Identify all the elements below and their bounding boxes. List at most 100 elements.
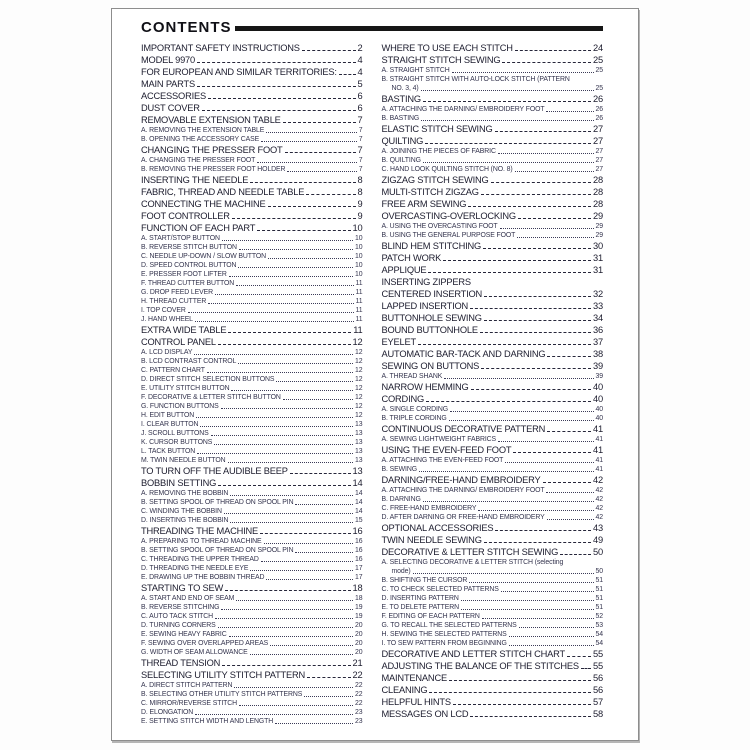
toc-entry-label: B. QUILTING [381, 157, 421, 164]
toc-leader [230, 210, 358, 222]
toc-page-number: 13 [355, 448, 363, 455]
toc-entry: SEWING ON BUTTONS 39 [382, 360, 604, 372]
toc-entry: F. THREAD CUTTER BUTTON 11 [141, 279, 363, 288]
toc-page-number: 25 [593, 55, 603, 65]
toc-entry: MODEL 9970 4 [141, 54, 363, 66]
toc-column-left: IMPORTANT SAFETY INSTRUCTIONS 2 MODEL 9970… [141, 42, 363, 726]
toc-leader [450, 66, 596, 75]
toc-leader [513, 42, 593, 54]
toc-leader [421, 93, 593, 105]
toc-entry: F. SEWING OVER OVERLAPPED AREAS 20 [141, 639, 363, 648]
toc-entry: C. TO CHECK SELECTED PATTERNS 51 [382, 585, 604, 594]
toc-page-number: 50 [593, 547, 603, 557]
toc-leader [223, 582, 352, 594]
toc-leader [229, 384, 355, 393]
toc-entry-label: B. SEWING [381, 466, 418, 473]
toc-entry-label: A. PREPARING TO THREAD MACHINE [141, 538, 262, 545]
toc-entry-label: J. SCROLL BUTTONS [141, 430, 209, 437]
toc-entry-label: APPLIQUE [381, 265, 427, 275]
toc-leader [579, 660, 593, 672]
toc-leader [228, 489, 355, 498]
toc-entry: C. NEEDLE UP-DOWN / SLOW BUTTON 10 [141, 252, 363, 261]
toc-entry-label: E. DRAWING UP THE BOBBIN THREAD [141, 574, 265, 581]
toc-leader [198, 420, 355, 429]
toc-page-number: 41 [595, 466, 604, 473]
toc-leader [507, 630, 596, 639]
toc-entry-label: TO TURN OFF THE AUDIBLE BEEP [141, 466, 288, 476]
toc-entry: A. LCD DISPLAY 12 [141, 348, 363, 357]
toc-page-number: 13 [355, 439, 363, 446]
toc-entry: D. INSERTING PATTERN 51 [382, 594, 604, 603]
toc-entry: E. PRESSER FOOT LIFTER 10 [141, 270, 363, 279]
toc-leader [426, 264, 593, 276]
toc-page-number: 12 [355, 403, 363, 410]
toc-entry-label: B. BASTING [381, 115, 420, 122]
toc-entry: E. SETTING STITCH WIDTH AND LENGTH 23 [141, 717, 363, 726]
toc-entry-label: B. SETTING SPOOL OF THREAD ON SPOOL PIN [141, 499, 294, 506]
toc-leader [274, 375, 355, 384]
toc-entry: ELASTIC STITCH SEWING 27 [382, 123, 604, 135]
toc-page-number: 39 [595, 373, 604, 380]
toc-entry: A. ATTACHING THE DARNING/ EMBROIDERY FOO… [382, 105, 604, 114]
toc-entry-label: B. DARNING [381, 496, 421, 503]
toc-leader [236, 357, 355, 366]
toc-entry: REMOVABLE EXTENSION TABLE 7 [141, 114, 363, 126]
toc-entry: CONNECTING THE MACHINE 9 [141, 198, 363, 210]
toc-entry-label: CLEANING [381, 685, 428, 695]
toc-page-number: 7 [358, 157, 363, 164]
toc-leader [220, 234, 355, 243]
toc-page-number: 13 [355, 421, 363, 428]
toc-leader [305, 669, 352, 681]
toc-entry-label: E. SETTING STITCH WIDTH AND LENGTH [141, 718, 274, 725]
toc-entry-label: STRAIGHT STITCH SEWING [381, 55, 501, 65]
toc-page-number: 51 [595, 604, 604, 611]
toc-page-number: 42 [595, 496, 604, 503]
toc-entry-label: THREADING THE MACHINE [141, 526, 259, 536]
toc-entry-label: A. THREAD SHANK [381, 373, 443, 380]
toc-entry-label: DUST COVER [141, 103, 200, 113]
toc-entry: PATCH WORK 31 [382, 252, 604, 264]
toc-entry: A. ATTACHING THE DARNING/ EMBROIDERY FOO… [382, 486, 604, 495]
toc-leader [255, 156, 359, 165]
toc-entry: IMPORTANT SAFETY INSTRUCTIONS 2 [141, 42, 363, 54]
toc-page-number: 58 [593, 709, 603, 719]
toc-leader [266, 252, 355, 261]
toc-entry-label: OPTIONAL ACCESSORIES [381, 523, 494, 533]
toc-leader [273, 717, 355, 726]
toc-leader [195, 447, 355, 456]
toc-entry-label: CHANGING THE PRESSER FOOT [141, 145, 283, 155]
toc-entry: B. OPENING THE ACCESSORY CASE 7 [141, 135, 363, 144]
toc-entry-label: FOOT CONTROLLER [141, 211, 230, 221]
toc-entry: K. CURSOR BUTTONS 13 [141, 438, 363, 447]
toc-entry-label: G. DROP FEED LEVER [141, 289, 213, 296]
toc-page-number: 15 [355, 517, 363, 524]
toc-page-number: 30 [593, 241, 603, 251]
toc-page-number: 11 [355, 289, 363, 296]
toc-entry: A. DIRECT STITCH PATTERN 22 [141, 681, 363, 690]
toc-leader [516, 210, 593, 222]
toc-page-number: 26 [595, 106, 604, 113]
toc-page-number: 56 [593, 673, 603, 683]
toc-entry: A. STRAIGHT STITCH 25 [382, 66, 604, 75]
toc-entry: D. DIRECT STITCH SELECTION BUTTONS 12 [141, 375, 363, 384]
toc-leader [193, 315, 356, 324]
toc-entry: ADJUSTING THE BALANCE OF THE STITCHES 55 [382, 660, 604, 672]
toc-entry: F. DECORATIVE & LETTER STITCH BUTTON 12 [141, 393, 363, 402]
toc-entry: MULTI-STITCH ZIGZAG 28 [382, 186, 604, 198]
toc-entry-label: FREE ARM SEWING [381, 199, 467, 209]
toc-entry-label: AUTOMATIC BAR-TACK AND DARNING [381, 349, 546, 359]
toc-page-number: 13 [355, 430, 363, 437]
toc-page-number: 42 [595, 514, 604, 521]
toc-page-number: 42 [593, 475, 603, 485]
toc-page-number: 21 [352, 658, 363, 668]
toc-leader [500, 54, 593, 66]
toc-leader [248, 174, 357, 186]
toc-entry-label: USING THE EVEN-FEED FOOT [381, 445, 512, 455]
toc-entry-label: BASTING [381, 94, 422, 104]
toc-leader [545, 513, 596, 522]
toc-leader [419, 114, 595, 123]
toc-entry: C. THREADING THE UPPER THREAD 16 [141, 555, 363, 564]
toc-entry: MAIN PARTS 5 [141, 78, 363, 90]
toc-entry-label: ACCESSORIES [141, 91, 206, 101]
toc-leader [268, 639, 355, 648]
